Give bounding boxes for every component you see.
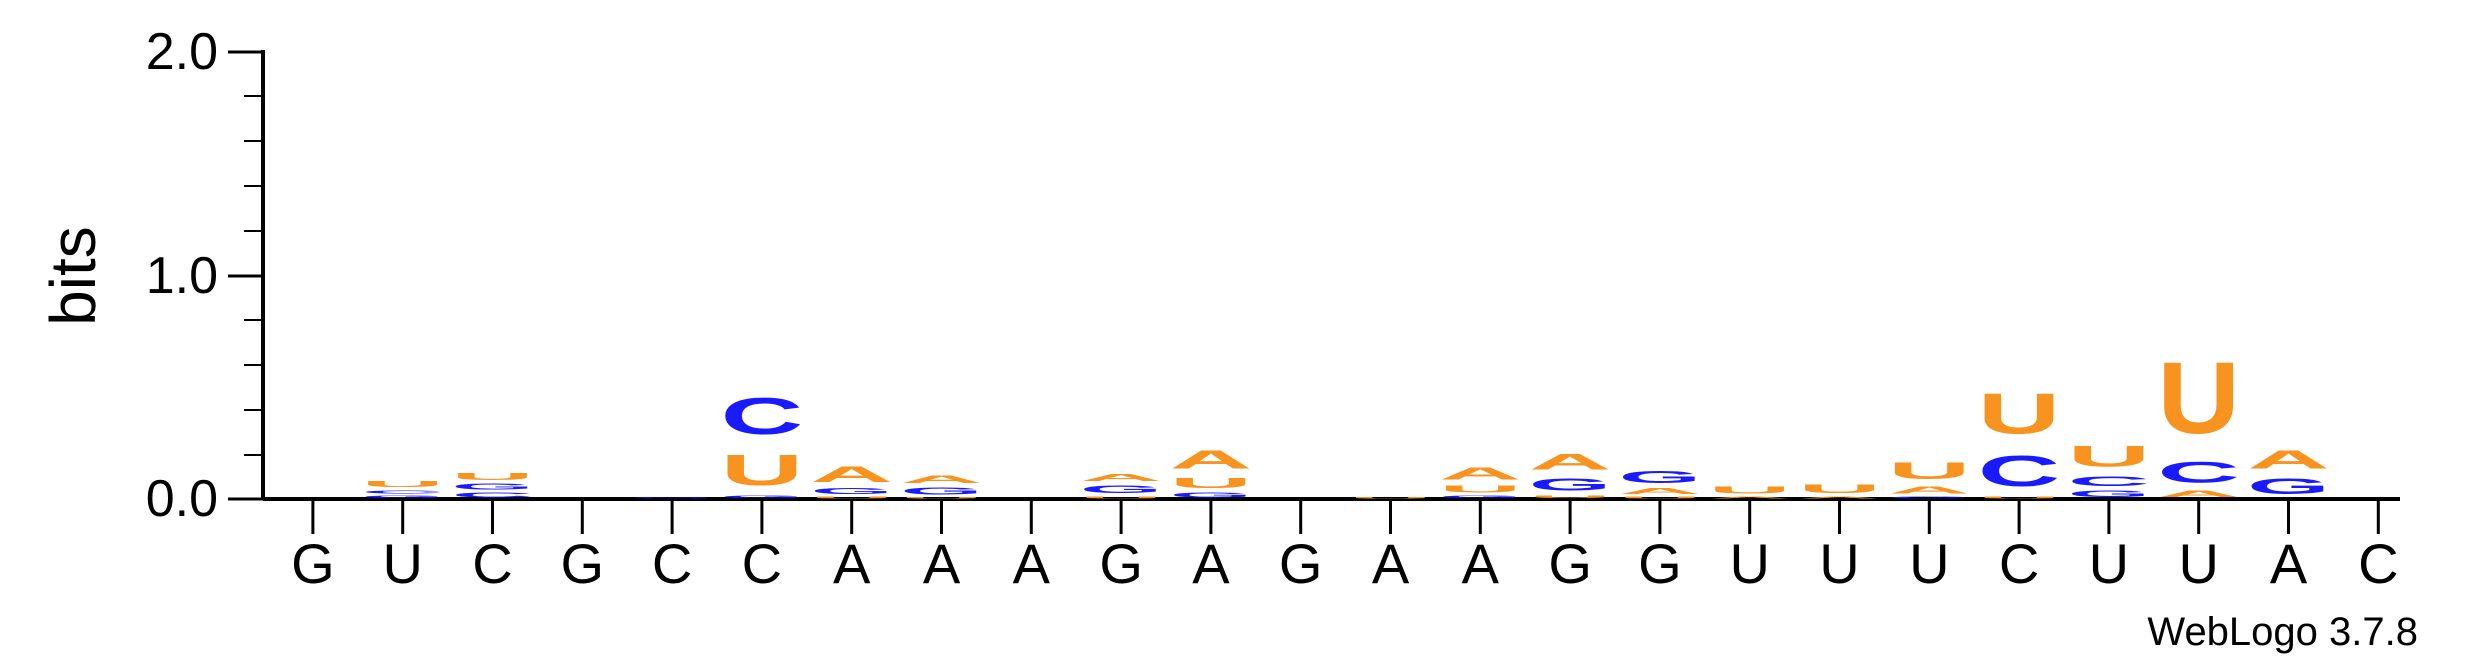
logo-letter-c: C <box>721 387 804 445</box>
y-tick-label-0: 0.0 <box>146 470 218 528</box>
logo-letter-u: U <box>1798 482 1881 495</box>
y-axis: 2.0 1.0 0.0 bits <box>37 23 265 528</box>
logo-letter-a: A <box>1080 472 1163 483</box>
logo-letter-u: U <box>721 446 804 495</box>
logo-letter-c: C <box>451 491 534 499</box>
logo-letter-a: A <box>2247 445 2330 474</box>
y-tick-label-1: 1.0 <box>146 247 218 305</box>
position-label: A <box>833 532 871 595</box>
logo-letter-a: A <box>1619 487 1702 496</box>
logo-letter-c: C <box>2157 455 2240 489</box>
logo-letter-u: U <box>2157 341 2240 455</box>
logo-letter-u: U <box>1888 457 1971 484</box>
position-label: G <box>1638 532 1682 595</box>
logo-letter-a: A <box>2157 489 2240 499</box>
logo-letter-c: C <box>1978 447 2061 496</box>
weblogo-footer: WebLogo 3.7.8 <box>2147 610 2418 654</box>
logo-letter-u: U <box>1170 474 1253 491</box>
logo-letter-u: U <box>1529 495 1612 499</box>
logo-letter-u: U <box>1439 483 1522 494</box>
logo-letter-g: G <box>1439 495 1522 499</box>
position-label: U <box>382 532 422 595</box>
logo-letter-g: G <box>2068 489 2151 499</box>
logo-letter-u: U <box>1978 496 2061 499</box>
y-tick-label-2: 2.0 <box>146 23 218 81</box>
logo-letter-c: C <box>361 489 444 495</box>
position-label: G <box>1099 532 1143 595</box>
logo-letter-a: A <box>1439 463 1522 483</box>
logo-letter-g: G <box>810 487 893 496</box>
logo-letter-g: G <box>361 495 444 499</box>
logo-letter-a: A <box>1170 445 1253 474</box>
position-label: G <box>561 532 605 595</box>
position-label: U <box>1729 532 1769 595</box>
logo-letter-u: U <box>2068 440 2151 474</box>
position-label: G <box>1279 532 1323 595</box>
logo-letter-u: U <box>900 497 983 499</box>
position-label: A <box>1462 532 1500 595</box>
logo-letter-g: G <box>1619 467 1702 487</box>
logo-letter-u: U <box>810 496 893 499</box>
logo-letter-g: G <box>1888 496 1971 499</box>
logo-letter-a: A <box>810 462 893 487</box>
position-label: G <box>1548 532 1592 595</box>
logo-letter-g: G <box>1170 491 1253 499</box>
logo-letter-g: G <box>1529 475 1612 495</box>
logo-letter-c: C <box>2068 473 2151 489</box>
logo-letter-g: G <box>721 495 804 499</box>
logo-letter-a: A <box>1708 496 1791 499</box>
position-label: A <box>2270 532 2308 595</box>
logo-letter-a: A <box>1888 485 1971 496</box>
position-label: U <box>2089 532 2129 595</box>
logo-letter-g: G <box>1080 483 1163 495</box>
position-label: C <box>472 532 512 595</box>
position-label: C <box>1999 532 2039 595</box>
logo-letter-g: G <box>631 497 714 499</box>
x-ticks <box>311 499 2380 534</box>
position-label: C <box>742 532 782 595</box>
position-label: C <box>652 532 692 595</box>
logo-letter-u: U <box>361 480 444 489</box>
position-label: G <box>291 532 335 595</box>
logo-letter-u: U <box>1349 497 1432 499</box>
position-label: A <box>1372 532 1410 595</box>
logo-letter-a: A <box>1529 450 1612 475</box>
logo-letter-u: U <box>1708 485 1791 496</box>
position-label: U <box>1819 532 1859 595</box>
logo-letter-u: U <box>1619 496 1702 499</box>
logo-letter-a: A <box>900 473 983 485</box>
position-label: U <box>2178 532 2218 595</box>
y-axis-title: bits <box>37 226 109 326</box>
logo-letter-u: U <box>1978 382 2061 446</box>
logo-letter-g: G <box>2247 475 2330 499</box>
position-label: C <box>2358 532 2398 595</box>
logo-letter-g: G <box>900 486 983 497</box>
position-label: A <box>1192 532 1230 595</box>
logo-letter-g: G <box>451 482 534 491</box>
position-label: A <box>1013 532 1051 595</box>
position-label: U <box>1909 532 1949 595</box>
logo-letter-a: A <box>1798 496 1881 499</box>
logo-letter-u: U <box>1080 496 1163 499</box>
position-label: A <box>923 532 961 595</box>
logo-letter-u: U <box>451 471 534 482</box>
